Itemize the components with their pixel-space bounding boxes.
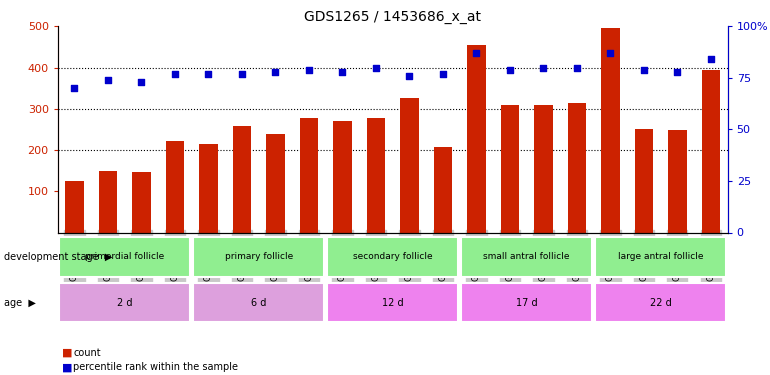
Text: 6 d: 6 d	[251, 298, 266, 308]
Point	[136, 79, 148, 85]
Bar	[132, 172, 151, 232]
Bar	[65, 181, 84, 232]
Text: small antral follicle: small antral follicle	[484, 252, 570, 261]
Point	[69, 85, 81, 91]
Point	[303, 67, 315, 73]
Bar	[601, 28, 620, 233]
Point	[169, 70, 181, 77]
Text: 22 d: 22 d	[650, 298, 671, 308]
Bar	[668, 130, 687, 232]
Bar	[500, 105, 519, 232]
Point	[203, 70, 215, 77]
Bar	[193, 237, 324, 277]
Bar	[534, 105, 553, 232]
Point	[336, 69, 349, 75]
Point	[671, 69, 684, 75]
Bar	[461, 237, 592, 277]
Point	[370, 64, 382, 70]
Text: 12 d: 12 d	[382, 298, 403, 308]
Point	[571, 64, 583, 70]
Bar	[300, 118, 318, 232]
Text: primordial follicle: primordial follicle	[85, 252, 164, 261]
Bar	[595, 237, 726, 277]
Bar	[233, 126, 251, 232]
Point	[403, 73, 416, 79]
Point	[705, 56, 717, 62]
Text: large antral follicle: large antral follicle	[618, 252, 704, 261]
Bar	[266, 134, 285, 232]
Bar	[701, 70, 720, 232]
Bar	[400, 99, 419, 232]
Text: primary follicle: primary follicle	[225, 252, 293, 261]
Text: 17 d: 17 d	[516, 298, 537, 308]
Bar	[367, 118, 385, 232]
Bar	[461, 284, 592, 322]
Bar	[467, 45, 486, 232]
Bar	[434, 147, 452, 232]
Point	[504, 67, 516, 73]
Bar	[327, 237, 458, 277]
Text: 2 d: 2 d	[117, 298, 132, 308]
Bar	[567, 104, 586, 232]
Bar	[59, 237, 190, 277]
Bar	[193, 284, 324, 322]
Text: development stage  ▶: development stage ▶	[4, 252, 112, 262]
Bar	[99, 171, 117, 232]
Bar	[166, 141, 184, 232]
Text: count: count	[73, 348, 101, 357]
Bar	[59, 284, 190, 322]
Title: GDS1265 / 1453686_x_at: GDS1265 / 1453686_x_at	[304, 10, 481, 24]
Point	[236, 70, 248, 77]
Bar	[327, 284, 458, 322]
Bar	[333, 121, 352, 232]
Point	[604, 50, 617, 56]
Point	[470, 50, 483, 56]
Point	[537, 64, 550, 70]
Text: ■: ■	[62, 348, 72, 357]
Bar	[634, 129, 653, 232]
Bar	[199, 144, 218, 232]
Bar	[595, 284, 726, 322]
Point	[437, 70, 449, 77]
Point	[270, 69, 282, 75]
Text: age  ▶: age ▶	[4, 298, 35, 308]
Text: secondary follicle: secondary follicle	[353, 252, 433, 261]
Text: ■: ■	[62, 363, 72, 372]
Text: percentile rank within the sample: percentile rank within the sample	[73, 363, 238, 372]
Point	[638, 67, 650, 73]
Point	[102, 77, 114, 83]
